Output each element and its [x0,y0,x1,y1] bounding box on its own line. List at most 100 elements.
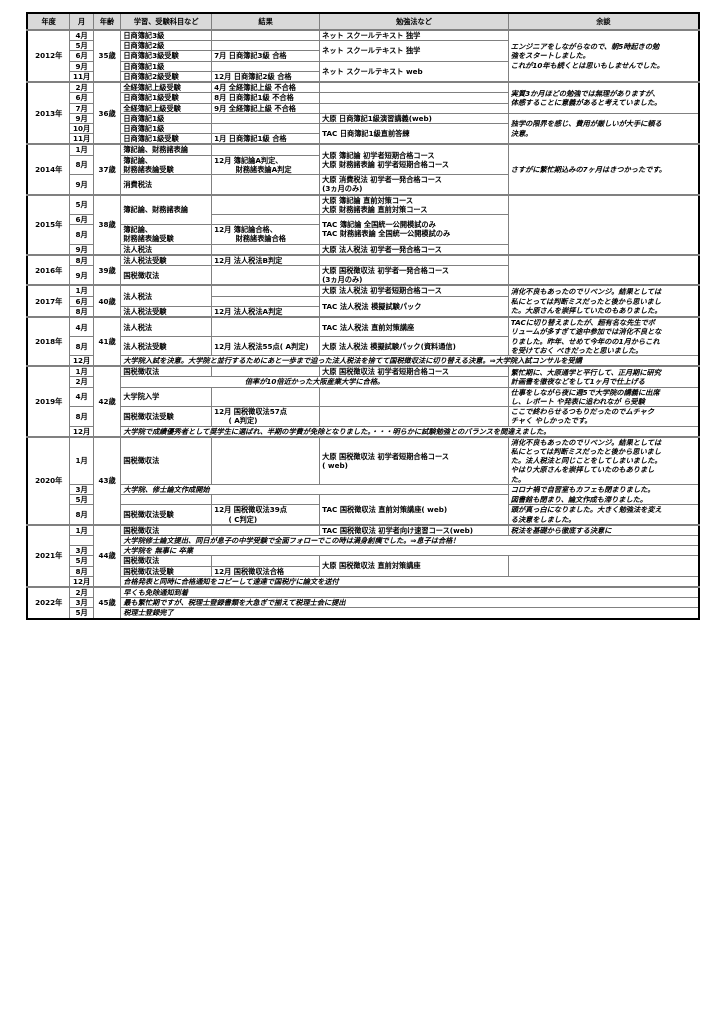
cell-month: 2月 [69,81,94,94]
cell-year: 2020年 [26,435,71,526]
cell-year: 2018年 [26,316,71,367]
table-header-row: 年度 月 年齢 学習、受験科目など 結果 勉強法など 余談 [26,12,700,31]
cell-method: 大原 簿記論 直前対策コース 大原 財務諸表論 直前対策コース [319,193,509,215]
cell-result [211,193,321,215]
cell-month: 11月 [69,70,94,83]
cell-month: 8月 [69,253,94,267]
cell-result: 1月 日商簿記1級 合格 [211,133,321,145]
column-header-method: 勉強法など [319,12,509,31]
cell-method: TAC 簿記論 全国統一公開模試のみ TAC 財務諸表論 全国統一公開模試のみ [319,213,509,245]
cell-note [507,193,700,256]
cell-month: 8月 [69,336,94,356]
cell-study: 消費税法 [120,174,213,195]
cell-span-highlight: 倍率が10倍近かった大阪産業大学に合格。 [120,376,509,388]
table-row: 8月 簿記論、 財務諸表論受験 12月 簿記論合格、 財務諸表論合格 [27,224,699,245]
cell-result: 12月 国税徴収法57点 ( A判定) [211,406,321,427]
cell-year: 2017年 [26,284,71,318]
cell-note: 実質3か月ほどの勉強では無理がありますが、 体感することに意義があると考えていま… [507,81,700,114]
table-row: 大学院修士論文提出、同日が息子の中学受験で全面フォローでこの時は満身創痍でした。… [27,534,700,547]
cell-study: 国税徴収法 [120,523,213,536]
cell-month: 1月 [69,365,94,378]
cell-method: 大原 国税徴収法 初学者短期合格コース [319,365,509,378]
cell-month: 3月 [69,597,94,609]
cell-month: 4月 [69,29,94,42]
table-row: 2月 倍率が10倍近かった大阪産業大学に合格。 [27,376,699,388]
cell-year: 2016年 [26,253,71,286]
cell-note: ここで終わらせるつもりだったのでムチャク チャく やしかったです。 [507,406,700,427]
cell-method: ネット スクールテキスト 独学 [319,29,509,42]
cell-method: TAC 国税徴収法 初学者向け速習コース(web) [319,523,509,536]
cell-study: 国税徴収法 [120,555,213,567]
table-row: 8月 国税徴収法受験 12月 国税徴収法39点 ( C判定) 頭が真っ白になりました。… [27,504,700,526]
table-row: 5月 税理士登録完了 [27,607,700,620]
table-row: 9月 法人税法 大原 法人税法 初学者一発合格コース [27,243,699,256]
cell-month: 1月 [69,143,94,156]
cell-fullspan-note: 大学院で成績優秀者として奨学生に選ばれ、半期の学費が免除となりました。・・・明ら… [120,425,700,438]
cell-result [211,122,321,135]
cell-year: 2015年 [26,193,71,256]
cell-age: 43歳 [92,435,122,526]
table-row: 12月 合格発表と同時に合格通知をコピーして速達で国税庁に論文を送付 [27,575,700,588]
table-row: 2015年 5月 38歳 簿記論、財務諸表論 大原 簿記論 直前対策コース 大原 財務諸… [26,193,700,256]
cell-month: 8月 [69,154,94,176]
table-row: 5月 国税徴収法 大原 国税徴収法 直前対策講座 [27,555,700,577]
cell-month: 6月 [69,92,94,104]
cell-month: 3月 [69,483,94,496]
cell-result: 12月 簿記論合格、 財務諸表論合格 [211,224,321,245]
cell-method: 大原 国税徴収法 初学者短期合格コース ( web) [319,435,509,485]
table-row: 2021年 1月 44歳 国税徴収法 TAC 国税徴収法 初学者向け速習コース(web)… [26,523,700,588]
cell-study: 日商簿記1級 [120,112,213,124]
cell-age: 35歳 [92,28,122,83]
table-row: 8月 法人税法受験 12月 法人税法55点( A判定) 大原 法人税法 模擬試験パック… [27,336,699,356]
cell-age: 45歳 [92,586,122,620]
cell-study: 国税徴収法受験 [120,565,213,577]
table-row: 6月 日商簿記3級受験 7月 日商簿記3級 合格 [27,50,699,62]
cell-study: 日商簿記3級 [120,29,213,42]
cell-result [211,316,321,338]
cell-note: さすがに繁忙期込みの7ヶ月はきつかったです。 [507,143,700,196]
table-row: 8月 国税徴収法受験 12月 国税徴収法合格 [27,565,699,577]
cell-result [211,435,321,485]
table-row: 9月 消費税法 大原 消費税法 初学者一発合格コース (3ヵ月のみ) [27,174,699,195]
cell-note: 消化不良もあったのでリベンジ。結果としては 私にとっては判断ミスだったと後から思… [507,284,700,318]
cell-month: 5月 [69,494,94,506]
table-row: 2018年 4月 41歳 法人税法 TAC 法人税法 直前対策講座 TACに切り替えました… [26,316,700,367]
cell-study: 日商簿記1級 [120,122,213,135]
cell-month: 8月 [69,224,94,245]
cell-note: 独学の限界を感じ、費用が厳しいが大手に頼る 決意。 [507,112,700,145]
cell-month: 12月 [69,575,94,588]
table-body: 2012年 4月 35歳 日商簿記3級 ネット スクールテキスト 独学 エンジニアをしなが… [26,28,700,620]
cell-result: 12月 日商簿記2級 合格 [211,70,321,83]
cell-study: 国税徴収法受験 [120,504,213,526]
cell-month [69,534,94,547]
table-row: 5月 TAC 国税徴収法 直前対策講座( web) [27,494,699,526]
cell-result [211,386,321,408]
cell-result: 12月 法人税法B判定 [211,253,321,267]
cell-month: 5月 [69,193,94,215]
cell-month: 11月 [69,133,94,145]
cell-method: 大原 国税徴収法 直前対策講座 [319,555,509,577]
cell-month: 12月 [69,355,94,367]
table-row: 2022年 2月 45歳 早くも免除通知到着 [26,586,700,620]
table-row: 2017年 1月 40歳 法人税法 大原 法人税法 初学者短期合格コース 消化不良もあった… [26,284,700,318]
cell-year: 2021年 [26,523,71,588]
cell-month: 8月 [69,305,94,318]
column-header-result: 結果 [211,12,321,31]
cell-result [211,365,321,378]
cell-study: 法人税法受験 [120,336,213,356]
table-row: 3月 大学院、修士論文作成開始 コロナ禍で自習室もカフェも閉まりました。 図書館も閉… [27,483,700,506]
cell-month: 6月 [69,50,94,62]
table-row: 10月 日商簿記1級 TAC 日商簿記1級直前答練 [27,122,699,145]
cell-study: 簿記論、 財務諸表論受験 [120,224,213,245]
table-row: 3月 大学院を 無事に 卒業 [27,545,700,557]
table-row: 3月 最も繁忙期ですが、税理士登録書類を大急ぎで揃えて税理士会に提出 [27,597,700,609]
cell-result [211,143,321,156]
table-row: 2012年 4月 35歳 日商簿記3級 ネット スクールテキスト 独学 エンジニアをしなが… [26,28,700,83]
cell-method: TAC 法人税法 模擬試験パック [319,295,509,318]
cell-method: TAC 日商簿記1級直前答練 [319,122,509,145]
cell-month: 5月 [69,555,94,567]
cell-result [211,29,321,42]
cell-method: 大原 法人税法 初学者一発合格コース [319,243,509,256]
cell-method [319,406,509,427]
cell-method [319,81,509,94]
